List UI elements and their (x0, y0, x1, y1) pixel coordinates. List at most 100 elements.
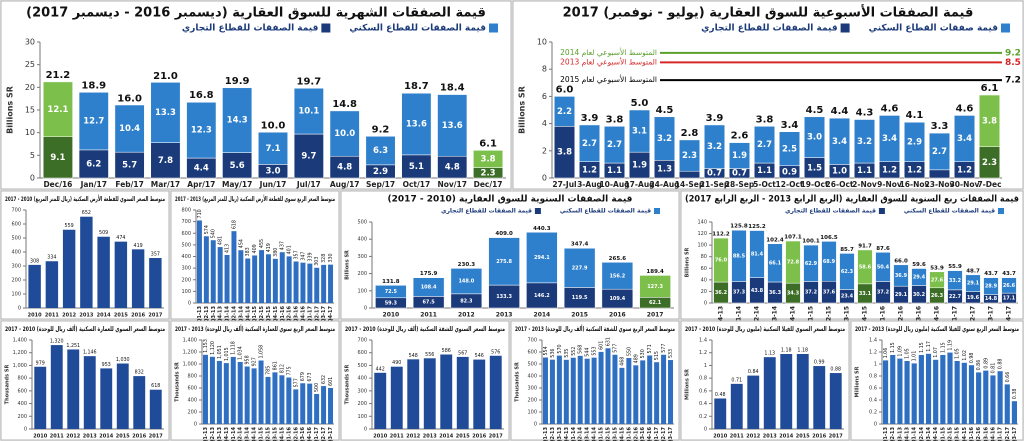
x-tick-label: Q2-15 (948, 426, 954, 441)
x-tick-label: Q1-13 (543, 426, 549, 441)
value-label: 544 (585, 348, 591, 357)
total-label: 10.0 (261, 121, 286, 132)
total-label: 43.7 (984, 271, 998, 277)
y-axis-label: Thousands SR (345, 365, 351, 405)
value-label: 1.15 (940, 342, 946, 353)
value-label: 536 (550, 349, 556, 358)
segment-label: 33.1 (859, 291, 872, 297)
y-tick-label: 0 (364, 306, 367, 312)
value-label: 500 (314, 383, 320, 392)
x-tick-label: 26-Oct (826, 180, 854, 189)
bar (133, 376, 146, 429)
segment-label: 62.3 (841, 269, 854, 275)
segment-label: 3.2 (707, 142, 722, 152)
bar-segment (579, 124, 600, 162)
x-tick-label: 9-Nov (877, 180, 902, 189)
y-tick-label: 800 (17, 376, 27, 382)
segment-label: 1.9 (732, 151, 747, 161)
x-tick-label: 2013 (423, 434, 437, 440)
x-tick-label: 7-Dec (977, 180, 1001, 189)
segment-label: 156.2 (609, 273, 625, 279)
y-tick-label: 0 (534, 422, 537, 428)
value-label: 455 (259, 239, 265, 248)
value-label: 556 (425, 352, 434, 358)
total-label: 14.8 (332, 99, 357, 110)
bar (237, 361, 243, 424)
x-tick-label: Q2-16 (898, 306, 905, 326)
bar-segment (965, 274, 981, 292)
x-tick-label: 2015 (456, 434, 470, 440)
bar (780, 353, 793, 429)
x-tick-label: Apr/17 (187, 180, 215, 189)
x-tick-label: 2012 (746, 434, 760, 440)
bar (661, 354, 667, 424)
bar (654, 362, 660, 424)
bar (259, 250, 265, 303)
bar-segment (629, 109, 650, 153)
y-tick-label: 1,200 (183, 350, 197, 356)
x-tick-label: 2010 (33, 434, 47, 440)
value-label: 586 (442, 348, 451, 354)
value-label: 861 (272, 361, 278, 370)
segment-label: 50.4 (877, 264, 890, 270)
segment-label: 12.1 (47, 105, 68, 115)
value-label: 0.98 (969, 353, 975, 364)
segment-label: 1.1 (857, 166, 872, 176)
x-tick-label: Jul/17 (296, 180, 321, 189)
legend-label: قيمة الصفقات للقطاع السكني (560, 208, 651, 215)
segment-label: 59.3 (385, 300, 398, 306)
y-tick-label: 600 (11, 222, 21, 228)
x-tick-label: Q2-15 (266, 426, 272, 441)
total-label: 18.7 (404, 81, 429, 92)
y-tick-label: 700 (11, 208, 21, 214)
value-label: 673 (307, 372, 313, 381)
x-tick-label: Q1-14 (225, 305, 231, 322)
bar (216, 360, 222, 424)
segment-label: 88.5 (733, 253, 746, 259)
x-tick-label: Q3-15 (844, 306, 851, 326)
segment-label: 5.1 (409, 162, 424, 172)
x-tick-label: Q3-16 (916, 306, 923, 326)
bar-segment (729, 142, 750, 169)
value-label: 1.13 (764, 351, 775, 357)
x-tick-label: 2013 (79, 313, 93, 319)
x-tick-label: Q2-15 (826, 306, 833, 326)
x-tick-label: 2013 (496, 312, 513, 319)
bar (209, 356, 215, 424)
total-label: 5.0 (631, 98, 649, 109)
y-tick-label: 0.6 (699, 388, 707, 394)
x-tick-label: Q4-17 (1006, 306, 1013, 326)
y-tick-label: 10 (537, 38, 547, 47)
y-tick-label: 700 (357, 338, 367, 344)
bar (954, 361, 960, 424)
bar-segment (488, 237, 520, 286)
y-tick-label: 200 (17, 414, 27, 420)
value-label: 546 (475, 353, 484, 359)
segment-label: 14.8 (985, 296, 998, 302)
x-tick-label: 2017 (489, 434, 503, 440)
value-label: 489 (633, 354, 639, 363)
y-tick-label: 600 (17, 388, 27, 394)
bar-segment (601, 262, 634, 290)
bar (230, 356, 236, 424)
value-label: 574 (204, 225, 210, 234)
value-label: 1,118 (231, 341, 237, 355)
value-label: 618 (151, 383, 160, 389)
value-label: 1.07 (933, 347, 939, 358)
panel-title: متوسط السعر الربع سنوي للقطعة الأرض السك… (175, 194, 335, 203)
y-tick-label: 0.8 (699, 376, 707, 382)
x-tick-label: Q4-14 (790, 306, 797, 326)
value-label: 927 (252, 357, 258, 366)
segment-label: 1.2 (582, 165, 597, 175)
bar (231, 231, 237, 303)
bar (918, 355, 924, 424)
total-label: 43.7 (1002, 271, 1016, 277)
panel-title: متوسط السعر السنوي للقطعة الأرض السكنية … (5, 194, 165, 203)
value-label: 0.71 (731, 377, 742, 383)
segment-label: 37.3 (733, 290, 746, 296)
y-tick-label: 2 (542, 146, 547, 155)
x-tick-label: 17-Aug (624, 180, 654, 189)
bar (279, 375, 285, 424)
value-label: 567 (458, 350, 467, 356)
